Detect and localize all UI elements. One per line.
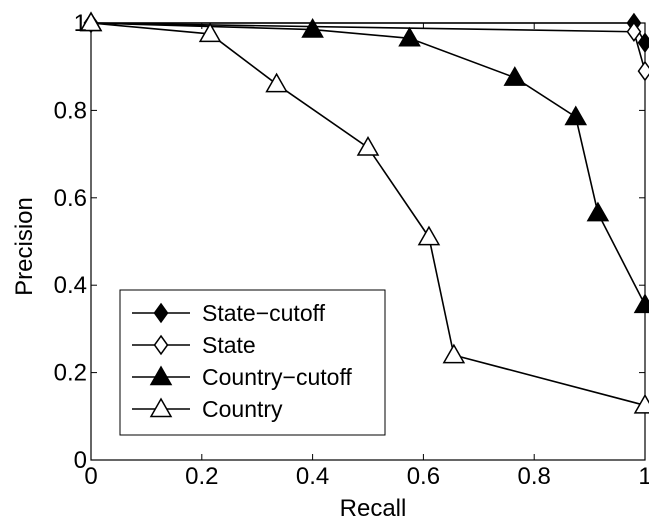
data-point-state [639, 62, 649, 80]
legend-label-country-cutoff: Country−cutoff [202, 364, 352, 390]
x-tick-label: 0.8 [518, 463, 551, 490]
data-point-country-cutoff [588, 203, 608, 221]
y-tick-label: 1 [74, 10, 87, 37]
data-point-state-cutoff [639, 34, 649, 52]
y-tick-label: 0.2 [54, 360, 87, 387]
data-point-country [635, 395, 649, 413]
y-tick-label: 0.4 [54, 272, 87, 299]
legend-item-state-cutoff: State−cutoff [132, 300, 326, 326]
x-axis-label: Recall [340, 495, 407, 518]
x-tick-label: 0.6 [407, 463, 440, 490]
data-point-country [444, 345, 464, 363]
series-country-cutoff [81, 13, 649, 312]
series-state-cutoff [85, 14, 649, 52]
data-point-country-cutoff [566, 107, 586, 125]
data-point-country-cutoff [303, 20, 323, 38]
y-tick-label: 0 [74, 447, 87, 474]
legend: State−cutoff State Country−cutoff Country [120, 290, 385, 435]
y-tick-label: 0.8 [54, 97, 87, 124]
data-point-country [267, 74, 287, 92]
y-axis-label: Precision [11, 197, 38, 296]
x-tick-label: 0.2 [185, 463, 218, 490]
y-tick-label: 0.6 [54, 185, 87, 212]
data-point-country-cutoff [505, 68, 525, 86]
series-state [85, 14, 649, 80]
legend-label-state: State [202, 332, 256, 358]
x-tick-label: 0.4 [296, 463, 329, 490]
data-point-country [358, 138, 378, 156]
legend-label-country: Country [202, 396, 283, 422]
data-point-country [419, 227, 439, 245]
legend-label-state-cutoff: State−cutoff [202, 300, 326, 326]
x-tick-label: 1 [638, 463, 649, 490]
series-line-country-cutoff [91, 23, 645, 305]
